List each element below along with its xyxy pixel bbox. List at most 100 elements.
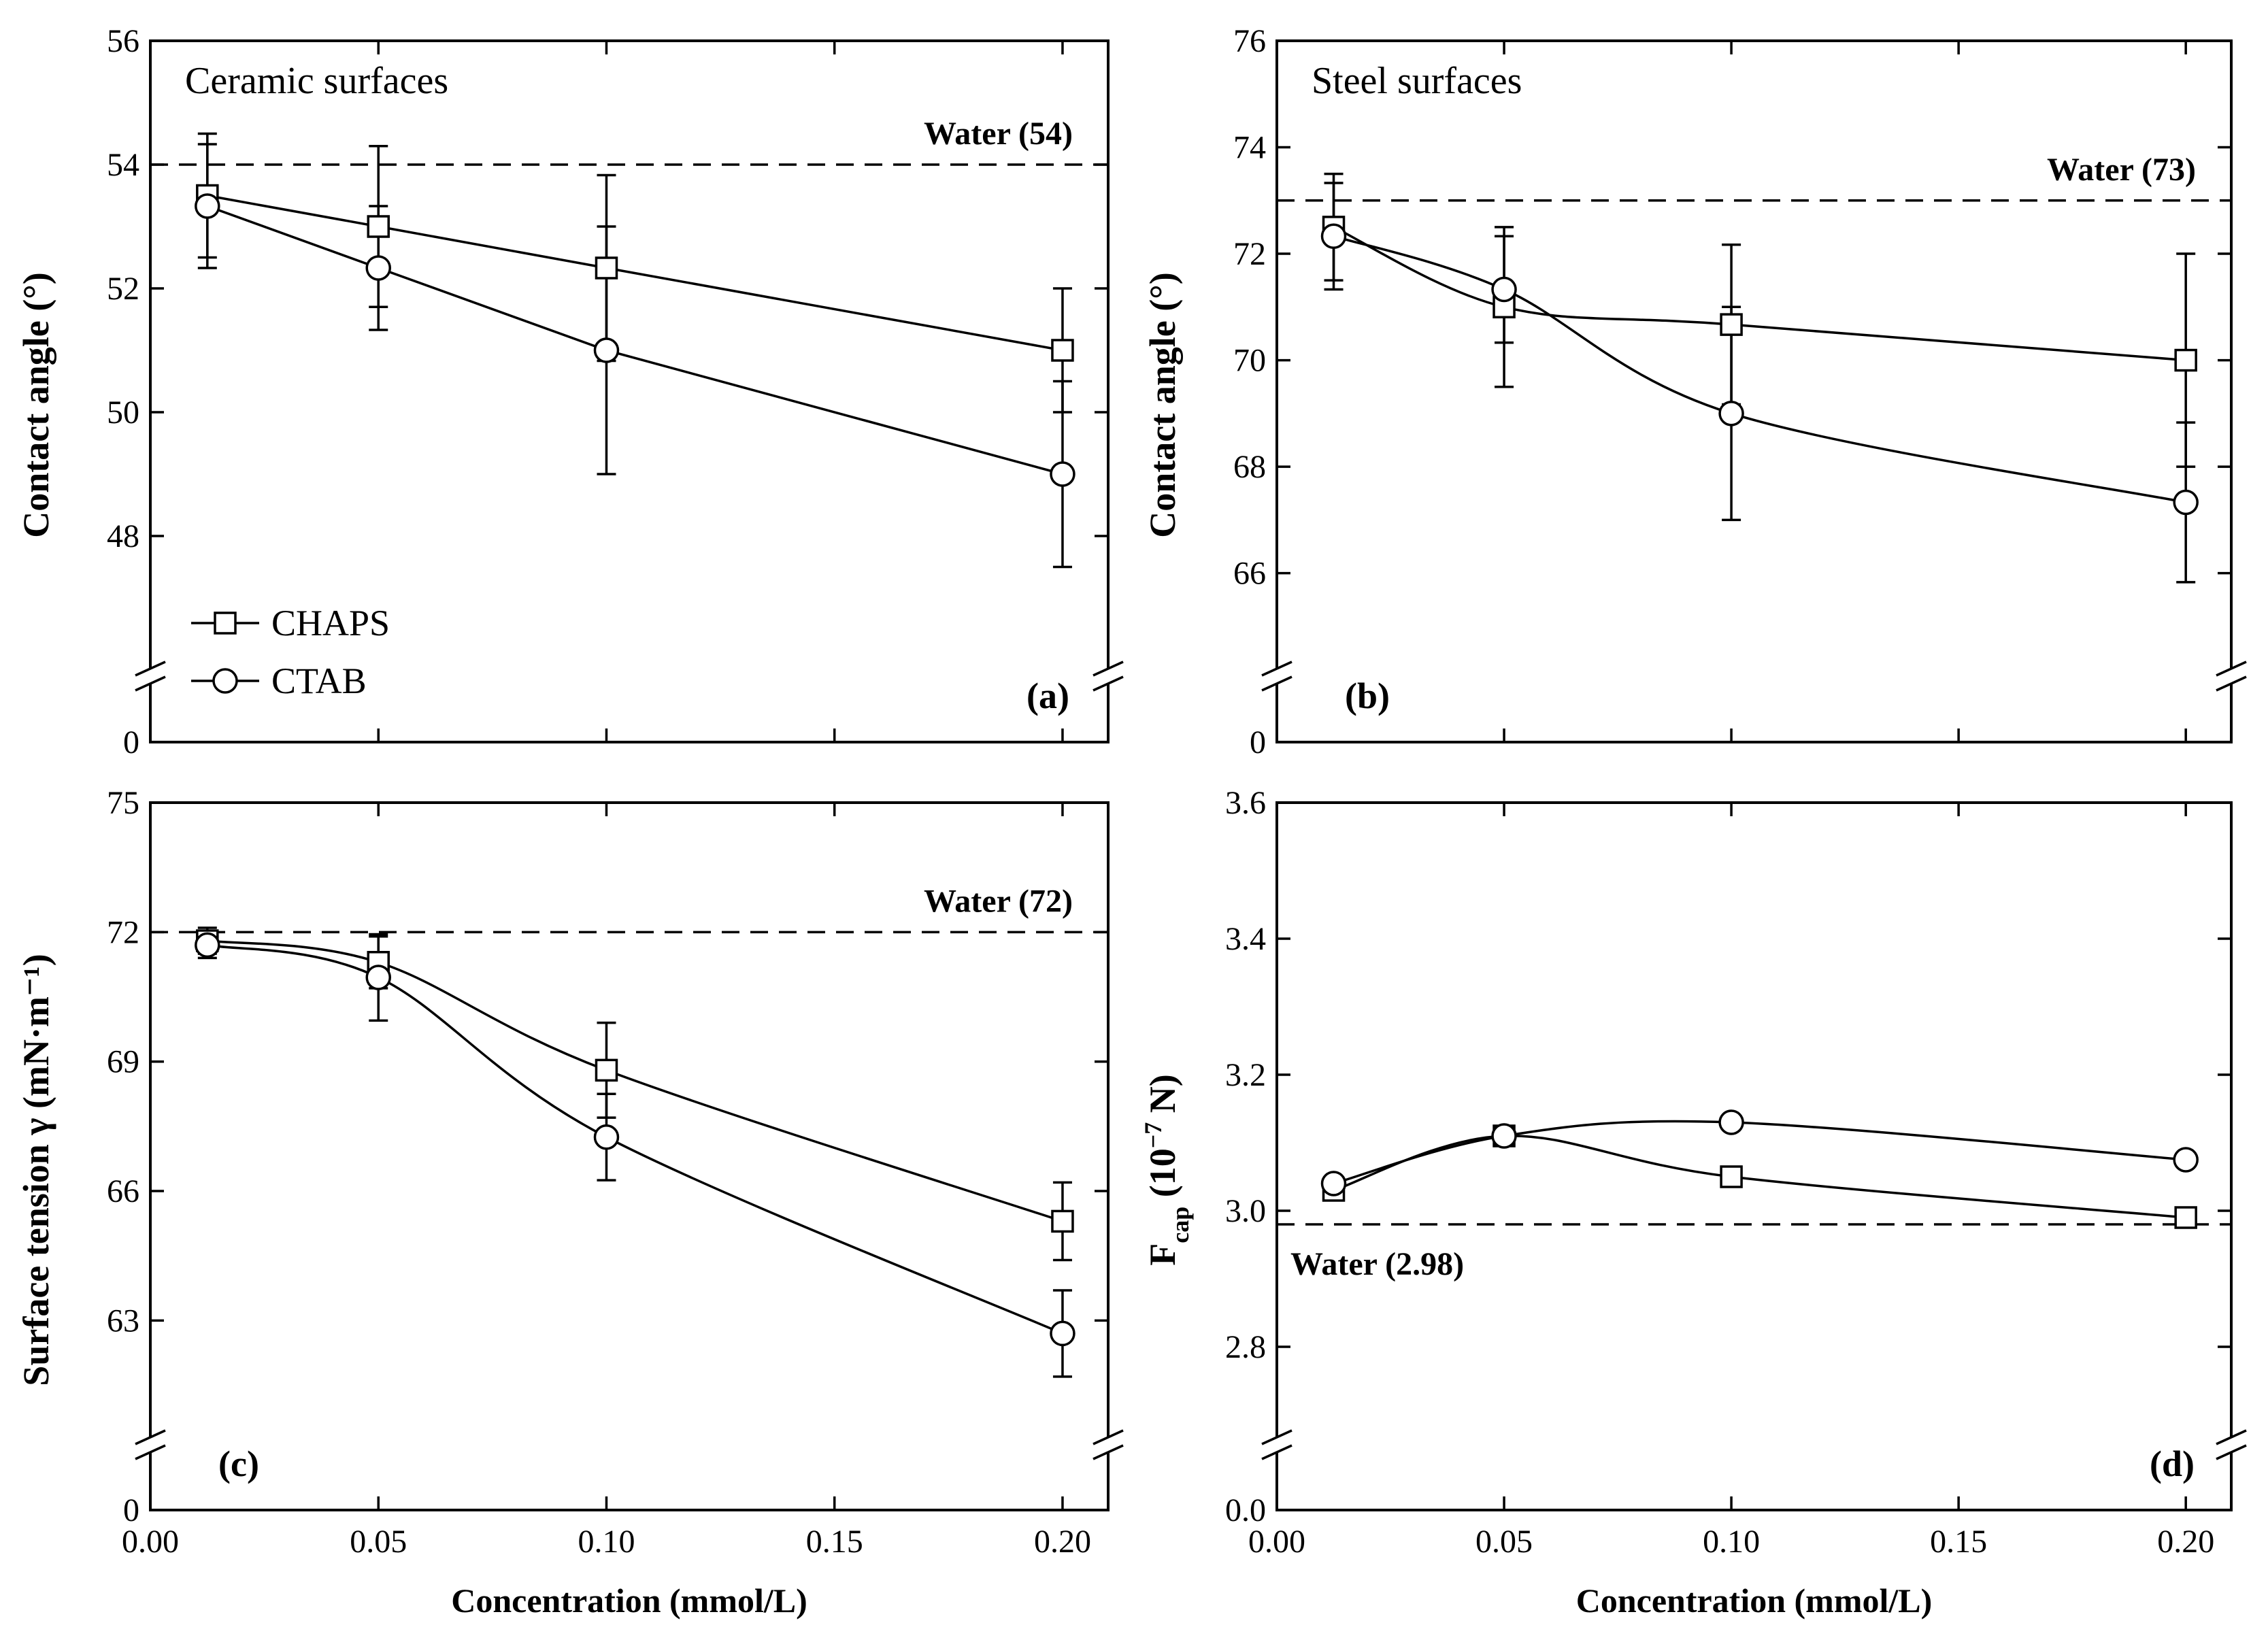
data-point-chaps (2174, 348, 2197, 372)
y-tick-label: 56 (107, 23, 139, 59)
data-point-chaps (595, 256, 618, 280)
x-tick-label: 0.15 (1930, 1524, 1987, 1560)
panel-label: (d) (2150, 1443, 2195, 1484)
axis-break-gap (144, 1437, 157, 1452)
axis-break-mark-right (2216, 1444, 2247, 1460)
axis-break-gap (1101, 1437, 1115, 1452)
water-reference-label: Water (72) (924, 883, 1073, 919)
y-axis-label-text: (10 (1142, 1148, 1183, 1206)
data-point-ctab (195, 193, 220, 219)
panel-label: (c) (218, 1443, 259, 1484)
y-tick-label: 75 (107, 785, 139, 821)
y-axis-label-unit: N) (1142, 1074, 1183, 1122)
y-zero-label: 0 (123, 724, 139, 760)
y-tick-label: 66 (1233, 556, 1266, 592)
series-line-chaps (1333, 226, 2186, 362)
data-point-chaps (1720, 1165, 1743, 1188)
y-axis-label: Fcap (10−7 N) (1139, 1074, 1194, 1265)
panel-label: (a) (1027, 675, 1069, 716)
data-point-chaps (1051, 1209, 1074, 1233)
axis-break-gap (1270, 669, 1284, 684)
data-point-ctab (2173, 489, 2199, 516)
x-axis-label: Concentration (mmol/L) (451, 1581, 807, 1620)
water-reference-label: Water (54) (924, 116, 1073, 152)
panel-title: Steel surfaces (1312, 60, 1522, 102)
data-point-ctab (593, 337, 620, 363)
plot-frame (1275, 801, 2233, 1511)
axis-break-mark-right (2216, 675, 2247, 692)
y-tick-label: 72 (107, 914, 139, 950)
y-tick-label: 76 (1233, 23, 1266, 59)
x-tick-label: 0.20 (2157, 1524, 2214, 1560)
series-line-ctab (207, 205, 1063, 475)
y-zero-label: 0 (1250, 724, 1266, 760)
legend-label: CHAPS (271, 603, 390, 643)
axis-break-mark-right (2216, 660, 2247, 677)
legend-label: CTAB (271, 660, 367, 701)
y-axis-label-exponent: −7 (1139, 1122, 1167, 1149)
y-axis-label: Contact angle (°) (1142, 272, 1183, 538)
axis-break-mark-left (1261, 1444, 1293, 1460)
x-tick-label: 0.05 (350, 1524, 407, 1560)
x-tick-label: 0.10 (1703, 1524, 1760, 1560)
y-tick-label: 69 (107, 1044, 139, 1080)
data-point-chaps (2174, 1206, 2197, 1229)
water-reference-label: Water (73) (2047, 152, 2196, 188)
y-tick-label: 72 (1233, 236, 1266, 272)
x-axis-label: Concentration (mmol/L) (1576, 1581, 1933, 1620)
axis-break-mark-left (135, 660, 166, 677)
y-tick-label: 48 (107, 518, 139, 554)
axis-break-mark-right (1093, 1444, 1124, 1460)
axis-break-mark-right (1093, 660, 1124, 677)
axis-break-gap (2224, 669, 2238, 684)
panel-c: 0.00 0.05 0.10 0.15 0.20 63 66 69 72 75 0 Water (72… (16, 785, 1124, 1620)
y-tick-label: 68 (1233, 449, 1266, 485)
data-point-ctab (1718, 401, 1744, 426)
data-point-ctab (1491, 1123, 1517, 1149)
plot-frame (1275, 39, 2233, 743)
data-point-chaps (595, 1058, 618, 1082)
data-point-ctab (1320, 1171, 1347, 1196)
data-point-chaps (1051, 339, 1074, 362)
panel-d: 0.00 0.05 0.10 0.15 0.20 2.8 3.0 3.2 3.4 3.6 0.0 Wa… (1139, 785, 2247, 1620)
data-point-chaps (1720, 313, 1743, 336)
series-line-ctab (1333, 1120, 2186, 1185)
axis-break-mark-right (2216, 1429, 2247, 1445)
y-tick-label: 3.0 (1225, 1193, 1266, 1229)
axis-break-mark-right (1093, 1429, 1124, 1445)
axis-break-mark-left (1261, 660, 1293, 677)
y-zero-label: 0 (123, 1492, 139, 1528)
data-point-ctab (195, 932, 220, 958)
y-tick-label: 3.2 (1225, 1057, 1266, 1093)
x-tick-label: 0.05 (1475, 1524, 1533, 1560)
series-line-chaps (1333, 1135, 2186, 1219)
data-point-ctab (365, 255, 391, 281)
y-tick-label: 3.4 (1225, 921, 1266, 957)
axis-break-gap (2224, 1437, 2238, 1452)
axis-break-gap (1270, 1437, 1284, 1452)
axis-break-mark-left (135, 1444, 166, 1460)
y-axis-label-symbol: F (1142, 1243, 1183, 1266)
axis-break-mark-left (135, 675, 166, 692)
data-point-ctab (593, 1124, 620, 1150)
data-point-ctab (1718, 1109, 1744, 1135)
data-point-ctab (1320, 223, 1347, 249)
series-line-chaps (207, 194, 1063, 352)
data-point-ctab (1491, 276, 1517, 303)
y-axis-label-subscript: cap (1167, 1207, 1194, 1243)
y-tick-label: 3.6 (1225, 785, 1266, 821)
data-point-ctab (1050, 461, 1075, 487)
y-zero-label: 0.0 (1225, 1492, 1266, 1528)
panel-a: 48 50 52 54 56 0 Water (54) Ceramic surfaces (a)… (16, 23, 1124, 760)
y-tick-label: 2.8 (1225, 1329, 1266, 1365)
panel-title: Ceramic surfaces (185, 60, 448, 102)
data-point-chaps (367, 215, 390, 238)
panel-b: 66 68 70 72 74 76 0 Water (73) Steel surfaces (b)… (1142, 23, 2247, 760)
x-tick-label: 0.10 (578, 1524, 635, 1560)
series-line-ctab (1333, 235, 2186, 504)
y-tick-label: 70 (1233, 343, 1266, 379)
y-tick-label: 66 (107, 1173, 139, 1209)
y-tick-label: 50 (107, 395, 139, 431)
axis-break-mark-left (135, 1429, 166, 1445)
